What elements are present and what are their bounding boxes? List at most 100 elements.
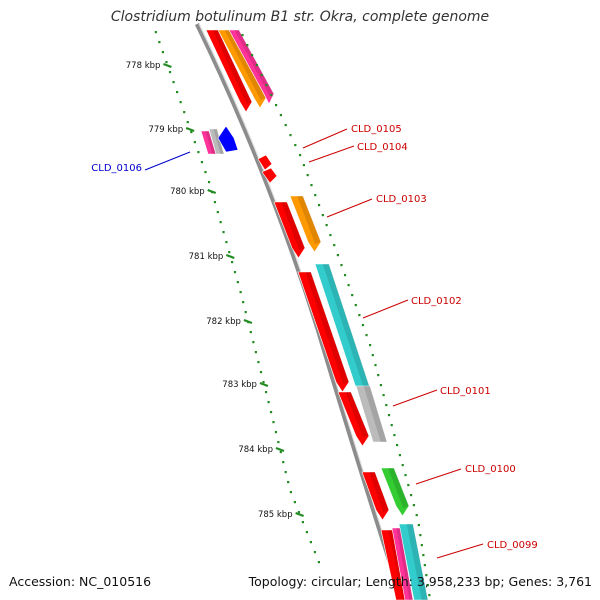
outer-dot	[351, 294, 354, 297]
outer-dot	[379, 384, 382, 387]
ruler-dot	[165, 61, 168, 64]
ruler-dot	[172, 81, 175, 84]
ruler-tick	[225, 253, 235, 260]
grey-feature-shade	[213, 129, 224, 154]
outer-dot	[354, 304, 357, 307]
gene-features	[200, 29, 429, 600]
ruler-dot	[267, 401, 270, 404]
ruler-dot	[219, 221, 222, 224]
cds-feature-shade	[212, 30, 252, 104]
gene-label-cld_0100[interactable]: CLD_0100	[465, 464, 516, 475]
outer-dot	[417, 524, 420, 527]
outer-dot	[396, 444, 399, 447]
ruler-tick	[207, 188, 217, 195]
leader-line	[308, 145, 355, 163]
magenta-feature-shade	[396, 528, 413, 600]
genome-backbone	[194, 23, 405, 600]
outer-dot	[325, 224, 328, 227]
outer-dot	[393, 434, 396, 437]
outer-dot	[374, 364, 377, 367]
outer-dot	[343, 274, 347, 277]
outer-dot	[306, 174, 309, 177]
genome-summary-text: Topology: circular; Length: 3,958,233 bp…	[248, 574, 592, 589]
cds-feature	[261, 167, 278, 184]
ruler-dot	[305, 531, 308, 534]
cyan-feature-shade	[406, 524, 428, 600]
blue-feature	[217, 125, 239, 153]
outer-dot	[358, 314, 361, 317]
gene-label-cld_0102[interactable]: CLD_0102	[411, 296, 462, 307]
ruler-dot	[244, 311, 247, 314]
outer-dot	[255, 64, 258, 67]
label-leader-lines	[144, 128, 484, 559]
ruler-dot	[158, 41, 161, 44]
gene-label-cld_0099[interactable]: CLD_0099	[487, 540, 538, 551]
ruler-dot	[207, 181, 211, 184]
gene-label-cld_0104[interactable]: CLD_0104	[357, 142, 408, 153]
outer-dot	[310, 184, 313, 187]
outer-dot	[420, 544, 423, 547]
grey-feature	[208, 128, 225, 155]
ruler-ticks: 778 kbp 779 kbp 780 kbp 781 kbp 782 kbp 783 k…	[126, 61, 304, 520]
cds-feature-shade	[281, 202, 305, 250]
leader-line	[362, 299, 409, 319]
ruler-dot	[228, 251, 231, 254]
ruler-dot	[297, 511, 300, 514]
gene-label-cld_0105[interactable]: CLD_0105	[351, 124, 402, 135]
outer-dot	[410, 494, 413, 497]
cds-feature	[361, 471, 390, 521]
ruler-dot	[254, 351, 257, 354]
outer-dot	[275, 104, 278, 107]
ruler-dot	[200, 161, 204, 164]
magenta-feature-shade	[205, 131, 216, 154]
outer-dot	[426, 584, 429, 587]
ruler-dot	[179, 101, 182, 104]
leader-line	[302, 128, 348, 149]
ruler-tick-label: 783 kbp	[222, 380, 257, 390]
ruler-dot	[154, 31, 157, 34]
cds-feature-shade	[305, 272, 349, 384]
ruler-tick-label: 781 kbp	[189, 252, 224, 262]
cds-feature	[273, 201, 306, 259]
ruler-dot	[282, 461, 285, 464]
outer-dot	[425, 574, 428, 577]
ruler-dot	[176, 91, 179, 94]
outer-dot	[279, 114, 282, 117]
outer-dot	[284, 124, 287, 127]
gene-label-cld_0106[interactable]: CLD_0106	[91, 163, 142, 174]
outer-dot	[347, 284, 350, 287]
outer-dot	[246, 44, 249, 47]
gene-label-cld_0101[interactable]: CLD_0101	[440, 386, 491, 397]
ruler-dot	[222, 231, 225, 234]
cds-feature-shade	[345, 392, 369, 438]
ruler-dot	[277, 441, 280, 444]
ruler-dot	[257, 361, 260, 364]
outer-dot	[401, 464, 404, 467]
outer-dot	[398, 454, 401, 457]
ruler-dot	[317, 561, 320, 564]
ruler-tick-label: 780 kbp	[170, 187, 205, 197]
cyan-feature	[398, 523, 429, 600]
outer-dot	[415, 514, 418, 517]
ruler-dot	[225, 241, 228, 244]
ruler-tick	[275, 446, 285, 453]
outer-dot	[371, 354, 374, 357]
cds-feature	[205, 29, 253, 113]
outer-dot	[340, 264, 343, 267]
outer-dot	[302, 164, 305, 167]
ruler-dot	[193, 141, 196, 144]
ruler-dot	[284, 471, 287, 474]
gene-label-cld_0103[interactable]: CLD_0103	[376, 194, 427, 205]
outer-dot	[299, 154, 302, 157]
ruler-tick-label: 785 kbp	[258, 510, 293, 520]
leader-line	[144, 151, 191, 171]
ruler-tick	[259, 381, 269, 388]
ruler-dot	[161, 51, 165, 54]
cds-feature	[337, 391, 370, 447]
ruler-dotted-line	[154, 31, 320, 564]
ruler-dot	[274, 431, 278, 434]
outer-dot	[333, 244, 336, 247]
outer-dot	[377, 374, 380, 377]
leader-line	[415, 468, 462, 485]
ruler-dot	[252, 341, 255, 344]
